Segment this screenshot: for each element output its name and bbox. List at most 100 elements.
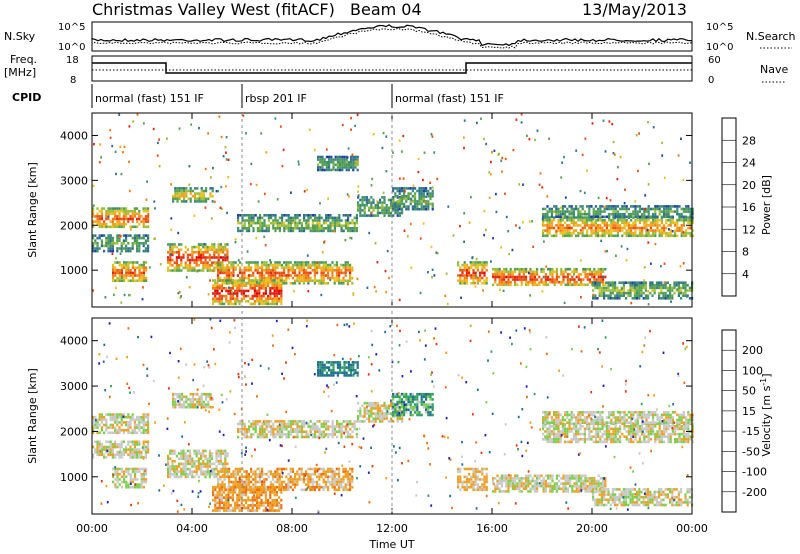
cell [468, 271, 471, 275]
cell [120, 421, 123, 424]
cell [250, 219, 253, 222]
cell [638, 226, 641, 230]
cell [627, 207, 630, 211]
cell [674, 210, 677, 213]
cell [136, 212, 139, 216]
cell [431, 205, 434, 208]
cell [260, 132, 263, 135]
cell [100, 234, 103, 237]
cell [237, 430, 240, 434]
cell [254, 427, 257, 431]
cell [485, 142, 488, 146]
cell [678, 218, 681, 222]
cell [418, 197, 421, 201]
cell [603, 221, 606, 225]
cell [103, 456, 106, 459]
cell [614, 224, 617, 227]
cell [320, 282, 323, 285]
cell [212, 269, 215, 273]
cell [197, 264, 200, 267]
cell [562, 273, 565, 276]
cell [142, 472, 145, 476]
cell [603, 286, 606, 290]
cell [398, 205, 401, 208]
cell [250, 224, 253, 227]
cell [636, 294, 639, 297]
cell [281, 433, 284, 436]
cell [116, 234, 119, 237]
cell [294, 485, 297, 489]
cell [267, 294, 270, 298]
cell [278, 425, 281, 428]
cell [239, 276, 242, 280]
cell [309, 279, 312, 282]
cell [463, 279, 466, 282]
cell [242, 485, 245, 489]
cell [682, 286, 685, 290]
cell [196, 400, 199, 404]
cell [129, 467, 132, 471]
cell [238, 504, 241, 507]
cell [518, 183, 521, 186]
cell [660, 234, 663, 238]
cell [111, 453, 114, 457]
cell [324, 266, 327, 269]
cell [260, 485, 263, 489]
cell [242, 488, 245, 492]
cell [296, 274, 299, 277]
cell [234, 467, 237, 471]
cell [267, 274, 270, 277]
cell [98, 234, 101, 237]
cell [296, 216, 299, 220]
cell [220, 289, 223, 293]
cell [653, 291, 656, 295]
cell [680, 224, 683, 227]
cell [224, 457, 227, 460]
cell [316, 263, 319, 267]
cell [225, 488, 228, 492]
cell [605, 226, 608, 230]
cell [236, 263, 239, 267]
cell [200, 192, 203, 195]
cell [599, 212, 602, 216]
cpid-segment-1: rbsp 201 IF [245, 92, 307, 105]
cell [647, 210, 650, 213]
cell [272, 430, 275, 434]
cell [204, 248, 207, 251]
cell [313, 472, 316, 476]
cell [105, 225, 108, 229]
cell [258, 271, 261, 275]
cell [500, 275, 503, 279]
cell [444, 294, 447, 298]
cell [239, 214, 242, 217]
cell [351, 229, 354, 233]
cell [654, 224, 657, 227]
cell [202, 189, 205, 193]
cell [313, 269, 316, 272]
cell [626, 247, 629, 251]
cell [463, 261, 466, 264]
cell [287, 276, 290, 280]
cell [147, 440, 150, 444]
cell [472, 269, 475, 272]
cell [138, 443, 141, 446]
cell [357, 196, 360, 199]
cell [263, 472, 266, 476]
cell [307, 478, 310, 481]
cell [206, 261, 209, 264]
cell [280, 498, 283, 502]
cell [245, 284, 248, 287]
cell [123, 478, 126, 481]
cell [285, 219, 288, 222]
cell [191, 457, 194, 460]
cell [195, 452, 198, 455]
cell [142, 443, 145, 446]
cell [685, 231, 688, 235]
cell [418, 187, 421, 190]
cell [611, 286, 614, 290]
cell [314, 216, 317, 220]
cell [142, 423, 145, 427]
cell [379, 198, 382, 202]
cell [528, 220, 531, 223]
cell [340, 219, 343, 222]
